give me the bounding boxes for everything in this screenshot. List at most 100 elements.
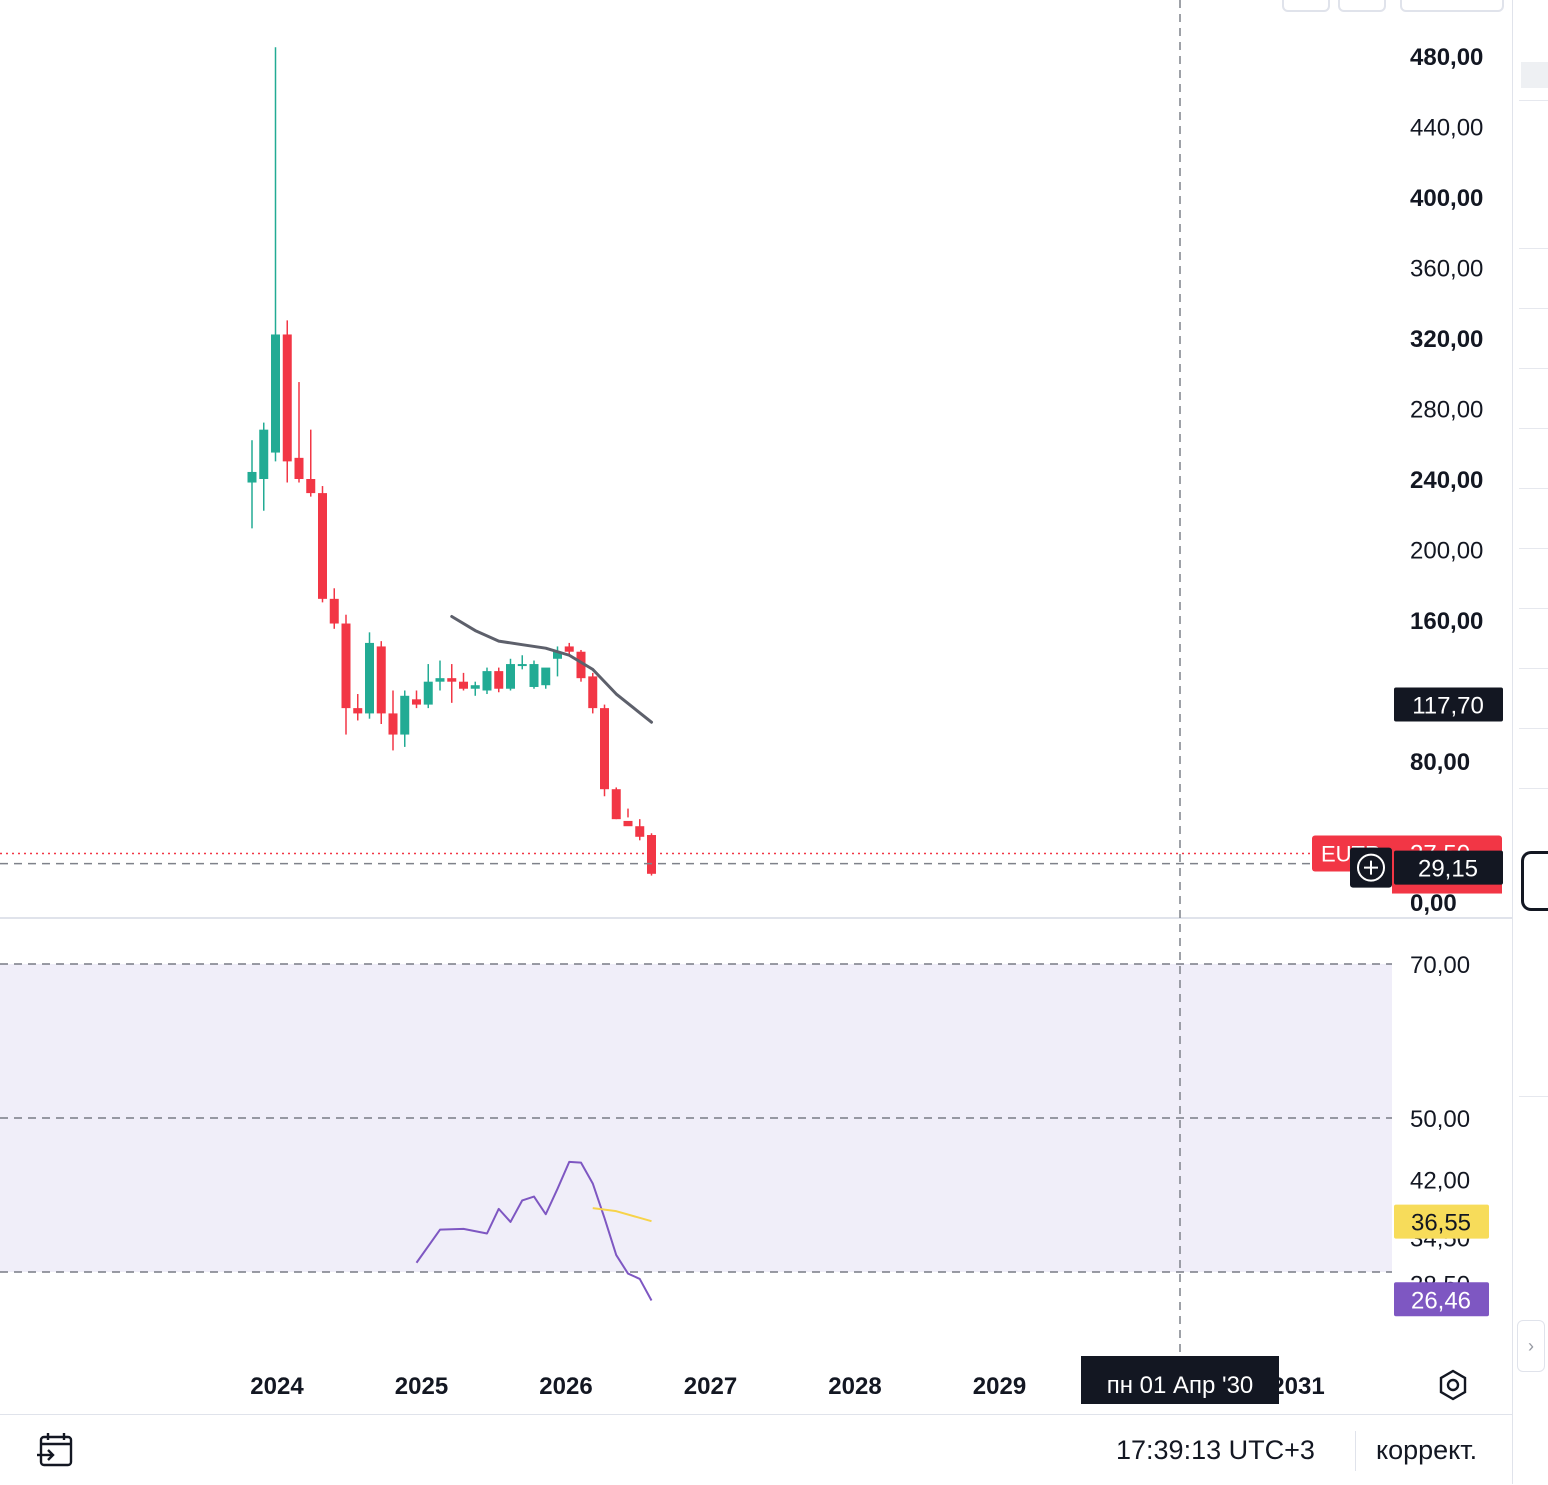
price-label: 117,70 xyxy=(1412,693,1484,720)
candle-body xyxy=(600,708,609,790)
candle-body xyxy=(388,713,398,735)
sidebar-marker xyxy=(1521,62,1548,88)
sidebar-divider xyxy=(1519,428,1548,429)
candle-body xyxy=(435,678,445,682)
right-sidebar: › xyxy=(1512,0,1548,1484)
sidebar-divider xyxy=(1519,368,1548,369)
time-tick-label: 2031 xyxy=(1271,1373,1324,1400)
time-tick-label: 2026 xyxy=(539,1373,592,1400)
sidebar-expand-arrow-icon[interactable]: › xyxy=(1517,1320,1545,1372)
price-label: 29,15 xyxy=(1418,856,1478,883)
time-tick-label: 2027 xyxy=(684,1373,737,1400)
candle-body xyxy=(482,671,492,691)
rsi-value-label: 36,55 xyxy=(1411,1210,1471,1237)
rsi-line xyxy=(415,1160,653,1301)
candle-body xyxy=(318,493,327,599)
sidebar-divider xyxy=(1519,608,1548,609)
clock-timezone[interactable]: 17:39:13 UTC+3 xyxy=(1116,1435,1315,1465)
price-label-bg xyxy=(1394,850,1503,885)
toolbar-separator xyxy=(1355,1431,1356,1471)
rsi-ma-line xyxy=(592,1207,652,1223)
candle-body xyxy=(329,598,339,624)
price-tick-label: 360,00 xyxy=(1410,256,1483,283)
rsi-value-label: 26,46 xyxy=(1411,1287,1471,1314)
bottom-toolbar: 17:39:13 UTC+3 коррект. xyxy=(0,1414,1512,1485)
candle-body xyxy=(271,334,280,453)
sidebar-divider xyxy=(1519,668,1548,669)
candle-body xyxy=(494,671,504,689)
candle-body xyxy=(588,676,598,709)
candle-body xyxy=(506,664,515,689)
candle-body xyxy=(412,699,421,705)
candle-body xyxy=(306,479,316,494)
candle-body xyxy=(647,835,656,874)
candle-body xyxy=(282,334,292,462)
candle-body xyxy=(365,642,374,714)
candle-body xyxy=(400,695,410,735)
price-tick-label: 160,00 xyxy=(1410,608,1483,635)
rsi-pane[interactable] xyxy=(0,963,1392,1301)
candle-body xyxy=(470,685,480,689)
sidebar-divider xyxy=(1519,788,1548,789)
candle-body xyxy=(341,623,351,709)
candle-body xyxy=(553,651,562,659)
candle-body xyxy=(541,667,551,686)
sidebar-panel-tab[interactable] xyxy=(1521,851,1548,911)
candle-body xyxy=(623,820,633,827)
candle-body xyxy=(611,789,621,820)
price-axis[interactable]: 480,00 440,00 400,00 360,00 320,00 280,00 240,… xyxy=(1312,44,1503,1317)
time-tick-label: 2025 xyxy=(395,1373,448,1400)
candle-body xyxy=(376,646,386,714)
price-tick-label: 0,00 xyxy=(1410,890,1457,917)
candle-body xyxy=(294,457,304,479)
toolbar-button-1[interactable] xyxy=(1282,0,1330,12)
sidebar-divider xyxy=(1519,308,1548,309)
rsi-tick-label: 70,00 xyxy=(1410,952,1470,979)
candle-body xyxy=(576,651,586,679)
price-tick-label: 240,00 xyxy=(1410,467,1483,494)
candle-body xyxy=(529,664,539,687)
price-label-bg xyxy=(1394,687,1503,722)
crosshair-date-label: пн 01 Апр '30 xyxy=(1107,1372,1254,1399)
rsi-value-label-bg xyxy=(1394,1204,1489,1239)
candle-body xyxy=(353,708,363,714)
crosshair: пн 01 Апр '30 xyxy=(1081,0,1279,1404)
sidebar-divider xyxy=(1519,728,1548,729)
rsi-tick-label: 50,00 xyxy=(1410,1106,1470,1133)
price-tick-label: 440,00 xyxy=(1410,115,1483,142)
rsi-value-label-bg xyxy=(1394,1282,1489,1317)
candle-body xyxy=(564,646,574,652)
sidebar-divider xyxy=(1519,100,1548,101)
price-tick-label: 80,00 xyxy=(1410,749,1470,776)
chart-area[interactable]: 480,00 440,00 400,00 360,00 320,00 280,00 240,… xyxy=(0,0,1512,1414)
rsi-tick-label: 42,00 xyxy=(1410,1168,1470,1195)
toolbar-button-3[interactable] xyxy=(1400,0,1504,12)
price-tick-label: 480,00 xyxy=(1410,44,1483,71)
adjust-button[interactable]: коррект. xyxy=(1376,1435,1478,1465)
add-alert-icon xyxy=(1357,853,1385,882)
candle-body xyxy=(635,826,645,837)
time-axis[interactable]: 2024 2025 2026 2027 2028 2029 2031 xyxy=(250,1373,1324,1400)
candle-body xyxy=(247,471,257,483)
time-tick-label: 2028 xyxy=(828,1373,881,1400)
price-pane[interactable] xyxy=(0,47,1392,876)
go-to-date-button[interactable] xyxy=(32,1429,80,1473)
toolbar-button-2[interactable] xyxy=(1338,0,1386,12)
ma-line xyxy=(450,614,653,724)
settings-icon[interactable] xyxy=(1439,1369,1467,1401)
time-tick-label: 2024 xyxy=(250,1373,304,1400)
candle-body xyxy=(517,664,527,667)
candle-body xyxy=(459,681,468,689)
sidebar-divider xyxy=(1519,248,1548,249)
price-tick-label: 320,00 xyxy=(1410,326,1483,353)
go-to-date-icon xyxy=(37,1433,73,1467)
time-tick-label: 2029 xyxy=(973,1373,1026,1400)
price-tick-label: 200,00 xyxy=(1410,538,1483,565)
price-tick-label: 400,00 xyxy=(1410,185,1483,212)
sidebar-divider xyxy=(1519,488,1548,489)
sidebar-divider xyxy=(1519,1096,1548,1097)
price-tick-label: 280,00 xyxy=(1410,397,1483,424)
crosshair-date-label-bg xyxy=(1081,1356,1279,1404)
candle-body xyxy=(447,678,457,682)
sidebar-divider xyxy=(1519,548,1548,549)
